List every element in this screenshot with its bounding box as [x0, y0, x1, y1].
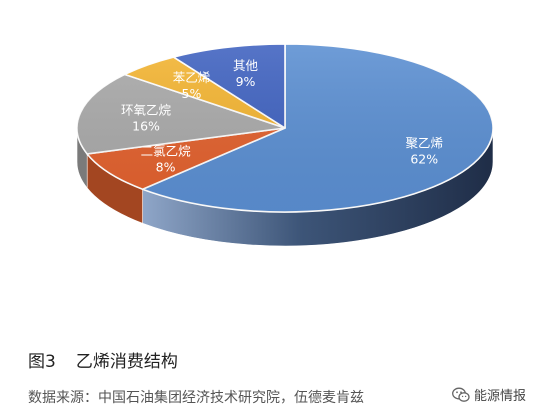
wechat-icon	[452, 387, 470, 402]
slice-value-1: 62%	[410, 151, 438, 166]
slice-label-2: 二氯乙烷	[141, 144, 192, 159]
slice-label-3: 环氧乙烷	[121, 102, 172, 117]
figure-caption: 图3 乙烯消费结构	[28, 347, 178, 372]
figure-title: 乙烯消费结构	[75, 352, 178, 372]
slice-value-3: 16%	[132, 118, 160, 133]
slice-value-4: 5%	[182, 86, 202, 101]
figure-number: 图3	[28, 352, 56, 372]
source-note: 数据来源：中国石油集团经济技术研究院，伍德麦肯兹	[28, 390, 364, 406]
watermark-text: 能源情报	[474, 389, 527, 404]
watermark: 能源情报	[452, 385, 526, 404]
slice-value-5: 9%	[236, 74, 256, 89]
pie-chart: 聚乙烯 62% 二氯乙烷 8% 环氧乙烷 16% 苯乙烯 5% 其他 9%	[76, 43, 494, 247]
slice-value-2: 8%	[156, 160, 176, 175]
slice-label-5: 其他	[233, 58, 259, 73]
slice-label-1: 聚乙烯	[405, 135, 443, 150]
slice-label-4: 苯乙烯	[173, 70, 211, 85]
